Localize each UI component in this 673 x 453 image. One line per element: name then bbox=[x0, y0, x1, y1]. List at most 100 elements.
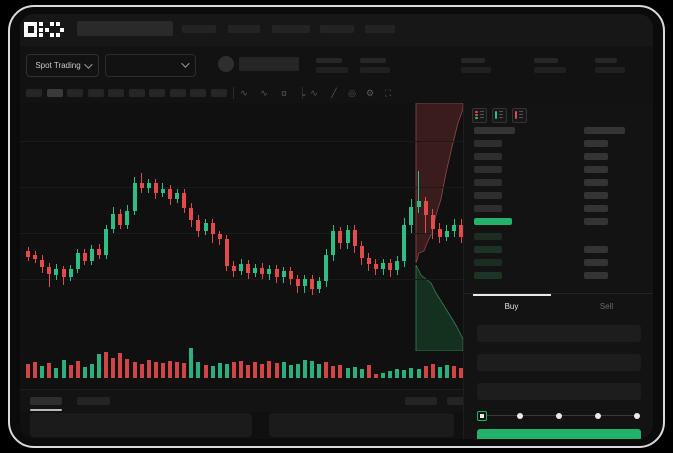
candlestick bbox=[111, 214, 116, 229]
trading-pair-selector[interactable] bbox=[105, 54, 196, 77]
amount-slider[interactable] bbox=[477, 411, 641, 421]
nav-item-1[interactable] bbox=[182, 25, 216, 33]
nav-item-2[interactable] bbox=[228, 25, 260, 33]
spread-row[interactable] bbox=[474, 218, 512, 225]
bid-row-2-total[interactable] bbox=[584, 246, 608, 253]
volume-bar bbox=[416, 369, 421, 378]
timeframe-1[interactable] bbox=[26, 89, 42, 97]
fullscreen-icon[interactable]: ⛶ bbox=[384, 88, 392, 98]
bid-row-4-total[interactable] bbox=[584, 272, 608, 279]
depth-ask-area bbox=[415, 103, 463, 264]
ask-row-3-total[interactable] bbox=[584, 153, 608, 160]
orderbook-header-right[interactable] bbox=[584, 127, 625, 134]
timeframe-2[interactable] bbox=[46, 89, 63, 97]
okx-logo-icon[interactable] bbox=[24, 22, 64, 37]
market-subheader: Spot Trading bbox=[20, 46, 653, 84]
bottom-tab-1[interactable] bbox=[30, 397, 62, 405]
price-input[interactable] bbox=[477, 325, 641, 342]
settings-icon[interactable]: ⚙ bbox=[365, 88, 375, 98]
timeframe-4[interactable] bbox=[87, 89, 104, 97]
stat-1-value bbox=[316, 67, 348, 73]
candlestick bbox=[40, 260, 45, 267]
bottom-tab-2[interactable] bbox=[77, 397, 110, 405]
stat-2 bbox=[360, 58, 390, 73]
timeframe-7[interactable] bbox=[149, 89, 165, 97]
price-chart[interactable] bbox=[20, 103, 463, 389]
candlestick bbox=[423, 201, 428, 215]
bid-row-1[interactable] bbox=[474, 233, 502, 240]
tab-sell[interactable]: Sell bbox=[599, 302, 614, 311]
global-search-input[interactable] bbox=[77, 21, 173, 36]
spread-row-total[interactable] bbox=[584, 218, 608, 225]
timeframe-9[interactable] bbox=[190, 89, 206, 97]
wave-icon[interactable]: ∿ bbox=[310, 88, 318, 98]
candlestick bbox=[352, 230, 357, 246]
ask-row-6[interactable] bbox=[474, 192, 502, 199]
volume-bar bbox=[68, 365, 73, 378]
timeframe-3[interactable] bbox=[67, 89, 83, 97]
ask-row-5[interactable] bbox=[474, 179, 502, 186]
ruler-icon[interactable]: ╱ bbox=[331, 88, 337, 98]
timeframe-10[interactable] bbox=[210, 89, 227, 97]
volume-bar bbox=[54, 368, 59, 378]
bid-row-4[interactable] bbox=[474, 272, 502, 279]
top-navigation-bar bbox=[20, 14, 653, 46]
slider-step-75[interactable] bbox=[595, 413, 601, 419]
volume-bar bbox=[47, 363, 52, 378]
orderbook-mode-bids-icon[interactable] bbox=[492, 108, 507, 123]
indicator-icon[interactable]: ∿ bbox=[260, 88, 268, 98]
stat-5-label bbox=[595, 58, 617, 63]
chevron-down-icon[interactable]: ⌄ bbox=[300, 88, 308, 98]
nav-item-4[interactable] bbox=[320, 25, 354, 33]
bid-row-3[interactable] bbox=[474, 259, 502, 266]
bid-row-3-total[interactable] bbox=[584, 259, 608, 266]
candlestick bbox=[196, 220, 201, 231]
timeframe-8[interactable] bbox=[169, 89, 186, 97]
camera-icon[interactable]: ◎ bbox=[348, 88, 356, 98]
candlestick bbox=[118, 214, 123, 225]
compare-icon[interactable]: α bbox=[281, 88, 287, 98]
ask-row-4[interactable] bbox=[474, 166, 502, 173]
candlestick bbox=[47, 267, 52, 274]
candlestick bbox=[359, 246, 364, 258]
nav-item-3[interactable] bbox=[272, 25, 310, 33]
ask-row-3[interactable] bbox=[474, 153, 502, 160]
tab-buy[interactable]: Buy bbox=[504, 302, 519, 311]
ask-row-6-total[interactable] bbox=[584, 192, 608, 199]
bottom-panel-left[interactable] bbox=[30, 413, 252, 437]
candlestick bbox=[239, 264, 243, 271]
volume-chart bbox=[20, 343, 463, 378]
ask-row-2-total[interactable] bbox=[584, 140, 608, 147]
ask-row-7-total[interactable] bbox=[584, 205, 608, 212]
stat-3-label bbox=[461, 58, 485, 63]
timeframe-5[interactable] bbox=[108, 89, 124, 97]
line-chart-icon[interactable]: ∿ bbox=[240, 88, 248, 98]
active-tab-underline bbox=[30, 409, 62, 411]
market-type-selector[interactable]: Spot Trading bbox=[26, 54, 99, 77]
submit-buy-button[interactable] bbox=[477, 429, 641, 439]
ask-row-4-total[interactable] bbox=[584, 166, 608, 173]
ask-row-2[interactable] bbox=[474, 140, 502, 147]
timeframe-6[interactable] bbox=[128, 89, 145, 97]
volume-bar bbox=[402, 370, 407, 378]
ask-row-7[interactable] bbox=[474, 205, 502, 212]
orderbook-header-left[interactable] bbox=[474, 127, 515, 134]
total-input[interactable] bbox=[477, 383, 641, 400]
ask-row-5-total[interactable] bbox=[584, 179, 608, 186]
nav-item-5[interactable] bbox=[365, 25, 395, 33]
amount-input[interactable] bbox=[477, 354, 641, 371]
orderbook-mode-both-icon[interactable] bbox=[472, 108, 487, 123]
candlestick bbox=[373, 264, 378, 269]
slider-step-50[interactable] bbox=[556, 413, 562, 419]
orderbook-mode-asks-icon[interactable] bbox=[512, 108, 527, 123]
volume-bar bbox=[373, 374, 378, 378]
slider-handle[interactable] bbox=[477, 411, 487, 421]
bottom-panel-right[interactable] bbox=[269, 413, 454, 437]
bottom-action-1[interactable] bbox=[405, 397, 437, 405]
candlestick bbox=[89, 249, 94, 261]
slider-step-100[interactable] bbox=[634, 413, 640, 419]
bid-row-2[interactable] bbox=[474, 246, 502, 253]
slider-step-25[interactable] bbox=[517, 413, 523, 419]
candle-wick bbox=[418, 171, 419, 213]
